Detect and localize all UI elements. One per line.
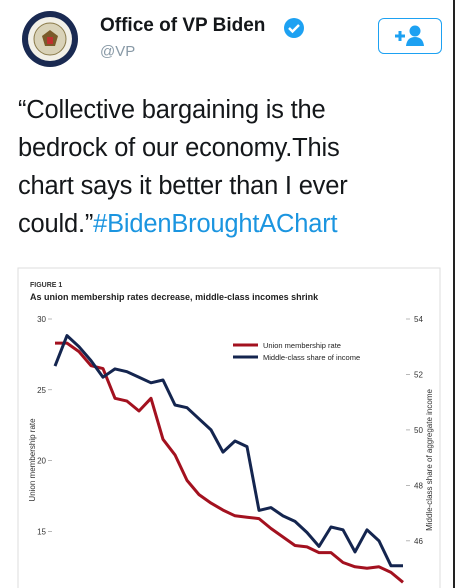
y2-tick-label: 52: [414, 370, 423, 379]
y-tick-label: 15: [37, 527, 46, 536]
y-tick-label: 20: [37, 457, 46, 466]
tweet-line: could.”#BidenBroughtAChart: [18, 205, 348, 243]
plot-area: [53, 334, 404, 584]
y2-tick-label: 54: [414, 315, 423, 324]
y2-tick-label: 50: [414, 426, 423, 435]
legend-label: Union membership rate: [263, 341, 341, 350]
tweet-line: chart says it better than I ever: [18, 172, 348, 200]
tweet-text: “Collective bargaining is the bedrock of…: [18, 91, 348, 243]
y2-axis-label: Middle-class share of aggregate income: [425, 389, 434, 531]
figure-label: FIGURE 1: [30, 282, 62, 289]
account-name: Office of VP Biden: [100, 15, 266, 36]
account-handle: @VP: [100, 43, 136, 60]
verified-badge: [284, 18, 304, 38]
y-tick-label: 25: [37, 386, 46, 395]
follow-button[interactable]: [378, 18, 442, 54]
y2-tick-label: 46: [414, 537, 423, 546]
series-line: [55, 341, 404, 584]
chart-title: As union membership rates decrease, midd…: [30, 292, 319, 302]
y-tick-label: 30: [37, 315, 46, 324]
follow-icon: [395, 25, 424, 46]
tweet-line-end: could.”: [18, 210, 94, 238]
tweet-line: bedrock of our economy.This: [18, 134, 340, 162]
chart-image-frame: [17, 267, 441, 588]
y-axis-label: Union membership rate: [28, 418, 37, 502]
avatar: [22, 11, 78, 67]
y2-tick-label: 48: [414, 481, 423, 490]
series-line: [53, 334, 403, 568]
legend-label: Middle-class share of income: [263, 353, 360, 362]
tweet-line: “Collective bargaining is the: [18, 96, 326, 124]
hashtag[interactable]: #BidenBroughtAChart: [93, 210, 338, 238]
